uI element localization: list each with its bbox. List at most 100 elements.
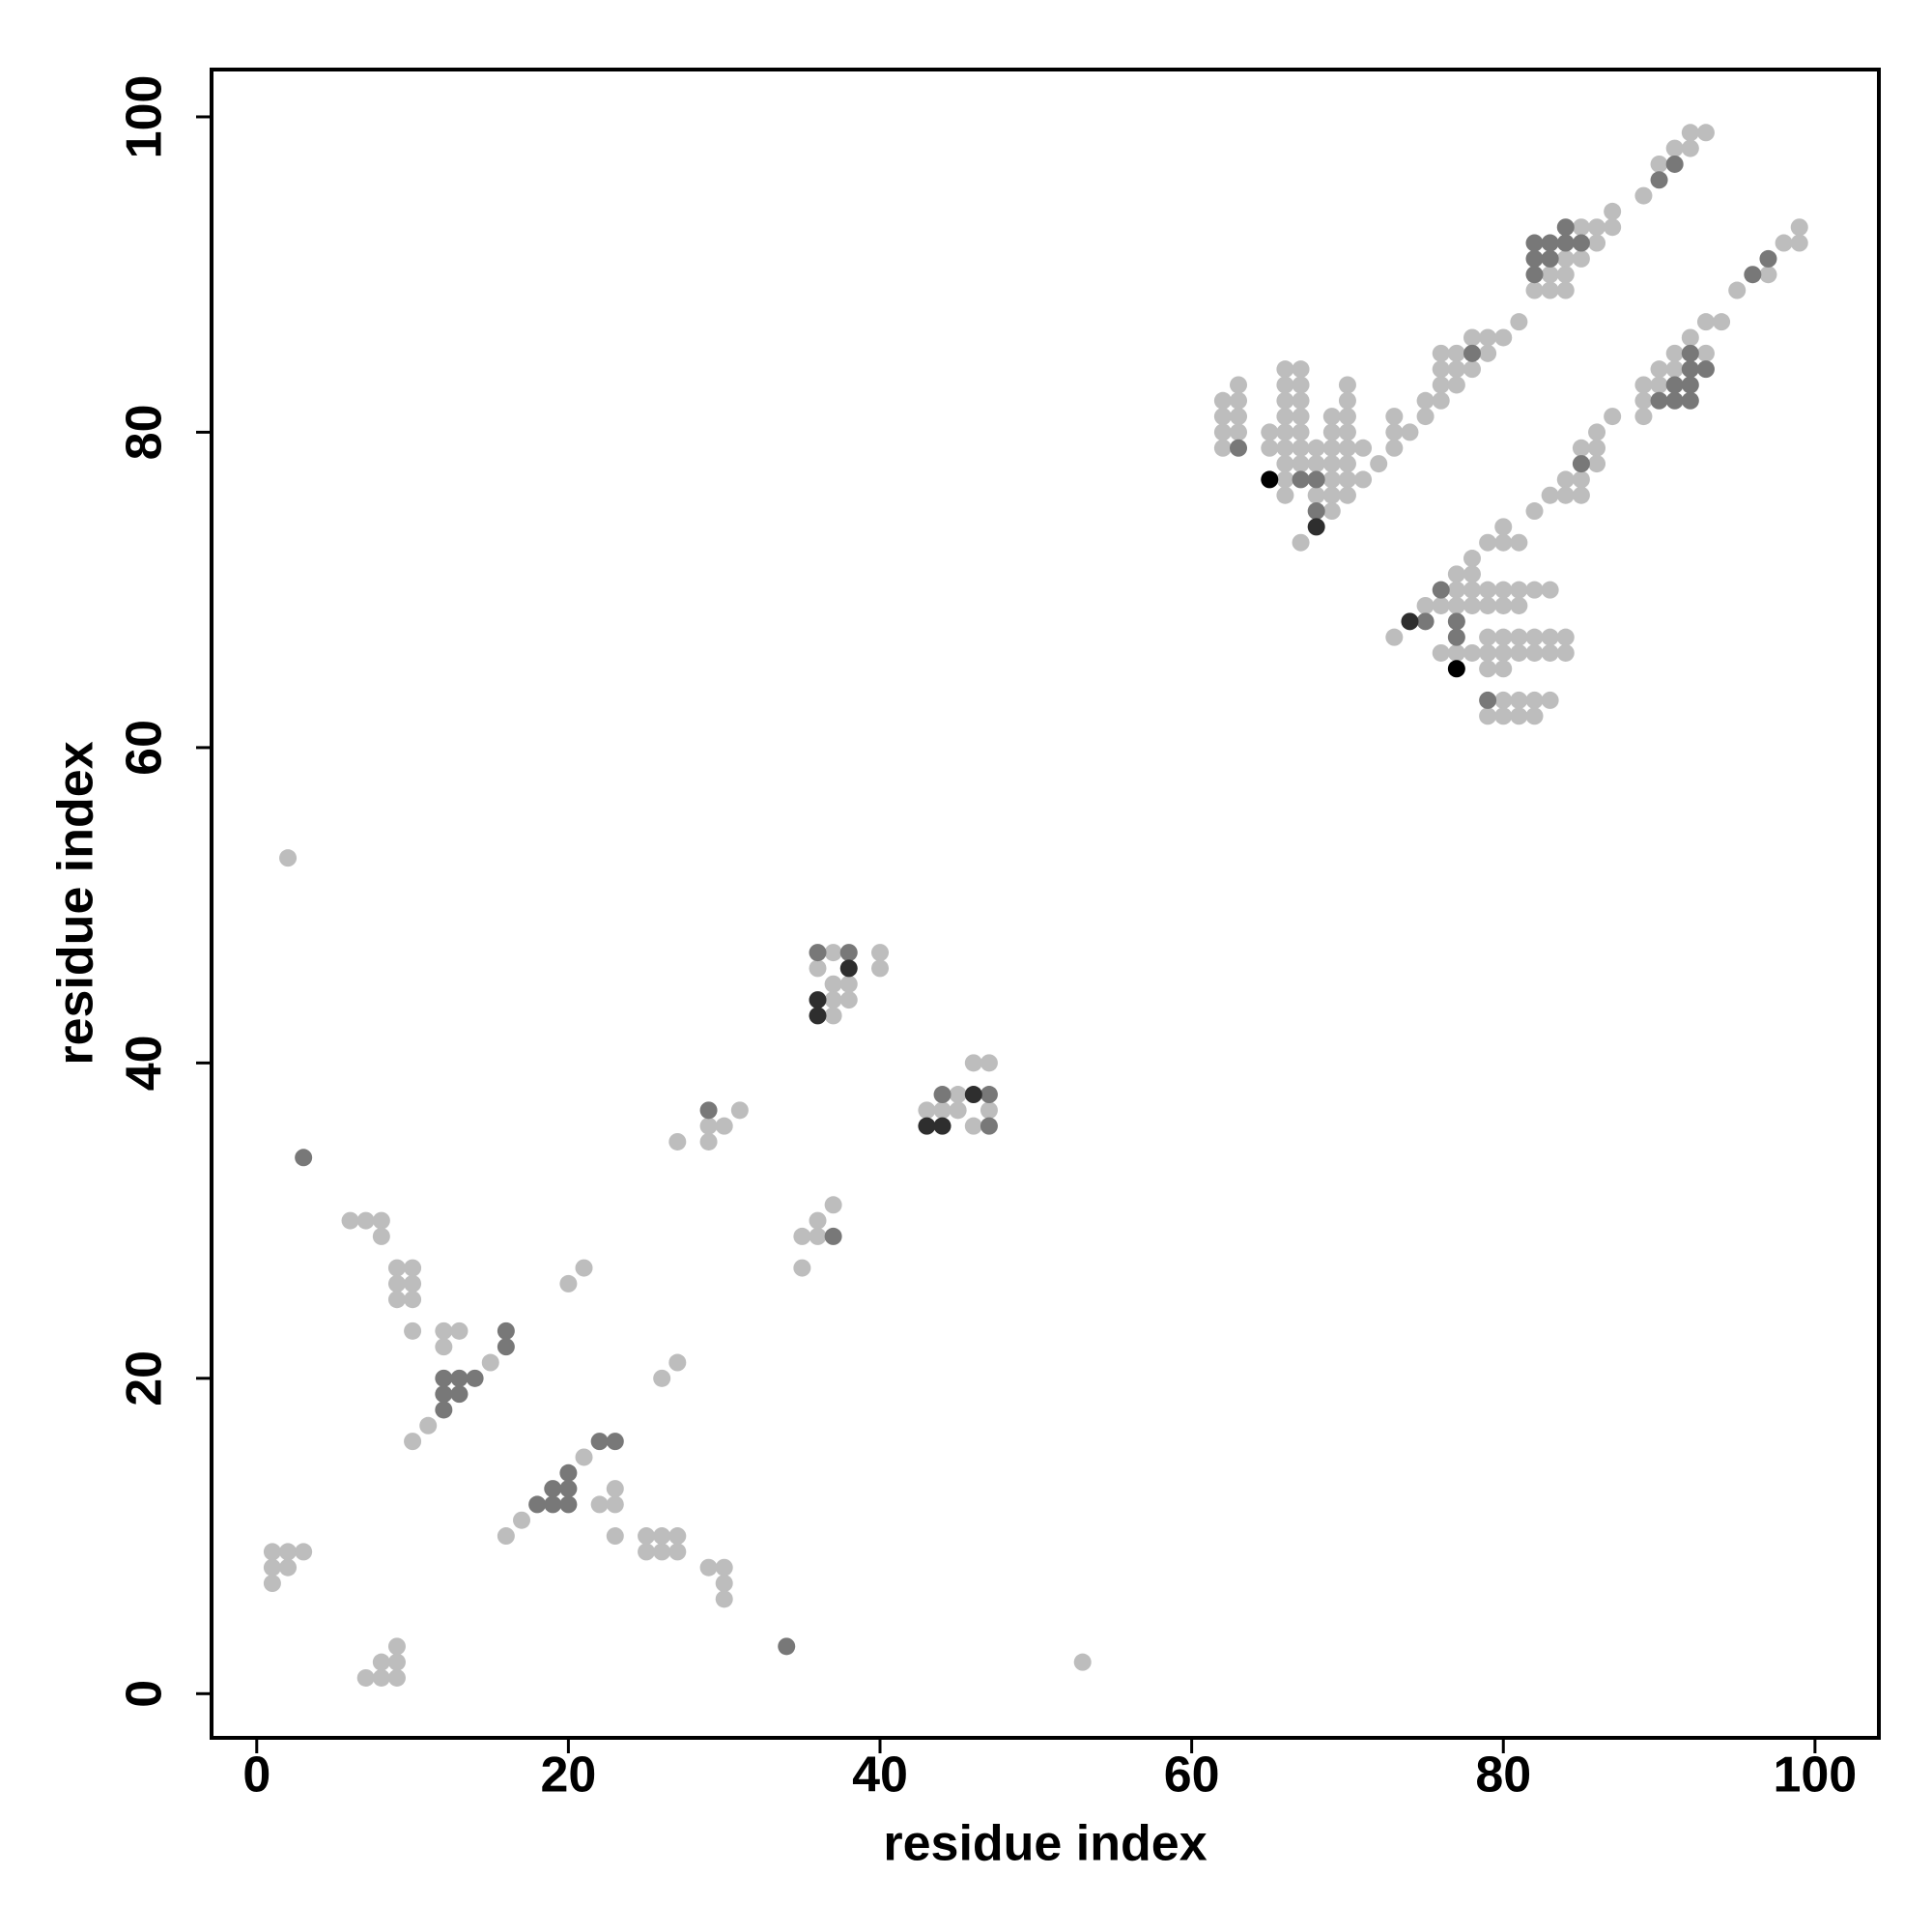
- point: [1401, 423, 1419, 441]
- point: [1494, 596, 1513, 614]
- point: [1588, 455, 1606, 473]
- point: [1556, 249, 1575, 268]
- point: [809, 991, 827, 1009]
- point: [1479, 660, 1497, 678]
- point: [356, 1668, 375, 1687]
- point: [699, 1132, 718, 1151]
- point: [1385, 628, 1404, 646]
- point: [1634, 376, 1653, 394]
- point: [1494, 707, 1513, 725]
- point: [1307, 439, 1325, 457]
- point: [1385, 423, 1404, 441]
- point: [668, 1543, 687, 1561]
- point: [1447, 628, 1465, 646]
- point: [356, 1211, 375, 1230]
- point: [1696, 124, 1715, 142]
- point: [918, 1117, 936, 1135]
- point: [1338, 455, 1356, 473]
- point: [1307, 455, 1325, 473]
- point: [372, 1227, 390, 1245]
- point: [1541, 691, 1559, 709]
- point: [544, 1495, 562, 1514]
- x-tick-label: 100: [1773, 1747, 1857, 1804]
- point: [1338, 470, 1356, 489]
- point: [1292, 360, 1310, 379]
- point: [1681, 344, 1699, 362]
- point: [715, 1558, 733, 1577]
- point: [1432, 344, 1450, 362]
- point: [606, 1433, 624, 1451]
- point: [387, 1259, 406, 1277]
- point: [1572, 486, 1590, 504]
- point: [1759, 266, 1777, 284]
- point: [1322, 408, 1341, 426]
- point: [1447, 643, 1465, 662]
- point: [341, 1211, 359, 1230]
- point: [1759, 249, 1777, 268]
- point: [1307, 518, 1325, 536]
- point: [295, 1543, 313, 1561]
- point: [1541, 266, 1559, 284]
- x-tick-label: 40: [852, 1747, 908, 1804]
- point: [450, 1369, 469, 1387]
- point: [1775, 234, 1793, 252]
- point: [1432, 581, 1450, 599]
- point: [1230, 376, 1248, 394]
- point: [1494, 628, 1513, 646]
- point: [1634, 186, 1653, 205]
- point: [1665, 344, 1684, 362]
- point: [1261, 470, 1279, 489]
- point: [387, 1653, 406, 1671]
- point: [1432, 643, 1450, 662]
- point: [1541, 234, 1559, 252]
- point: [809, 944, 827, 962]
- point: [1510, 313, 1528, 331]
- point: [1463, 596, 1481, 614]
- y-tick-label: 60: [117, 720, 173, 776]
- point: [964, 1086, 982, 1104]
- point: [1479, 328, 1497, 347]
- point: [1213, 391, 1232, 410]
- point: [1463, 360, 1481, 379]
- point: [1556, 628, 1575, 646]
- point: [1213, 408, 1232, 426]
- point: [590, 1433, 609, 1451]
- point: [1665, 391, 1684, 410]
- point: [638, 1543, 656, 1561]
- point: [1479, 691, 1497, 709]
- point: [1463, 643, 1481, 662]
- point: [1541, 581, 1559, 599]
- point: [1665, 155, 1684, 173]
- point: [1261, 439, 1279, 457]
- point: [1525, 691, 1544, 709]
- point: [1307, 486, 1325, 504]
- point: [1479, 581, 1497, 599]
- point: [1385, 408, 1404, 426]
- point: [1634, 408, 1653, 426]
- point: [730, 1101, 749, 1120]
- point: [1322, 423, 1341, 441]
- point: [1494, 643, 1513, 662]
- point: [1479, 628, 1497, 646]
- y-axis-label: residue index: [48, 741, 104, 1065]
- point: [1681, 328, 1699, 347]
- point: [590, 1495, 609, 1514]
- point: [1447, 581, 1465, 599]
- point: [513, 1511, 531, 1529]
- point: [793, 1259, 811, 1277]
- point: [559, 1463, 578, 1482]
- point: [1556, 643, 1575, 662]
- point: [1525, 266, 1544, 284]
- point: [918, 1101, 936, 1120]
- point: [295, 1149, 313, 1167]
- point: [1213, 423, 1232, 441]
- point: [1681, 391, 1699, 410]
- point: [1432, 391, 1450, 410]
- point: [824, 1196, 842, 1214]
- point: [1447, 376, 1465, 394]
- point: [1322, 486, 1341, 504]
- point: [1510, 643, 1528, 662]
- point: [1650, 376, 1668, 394]
- point: [824, 975, 842, 993]
- point: [1525, 581, 1544, 599]
